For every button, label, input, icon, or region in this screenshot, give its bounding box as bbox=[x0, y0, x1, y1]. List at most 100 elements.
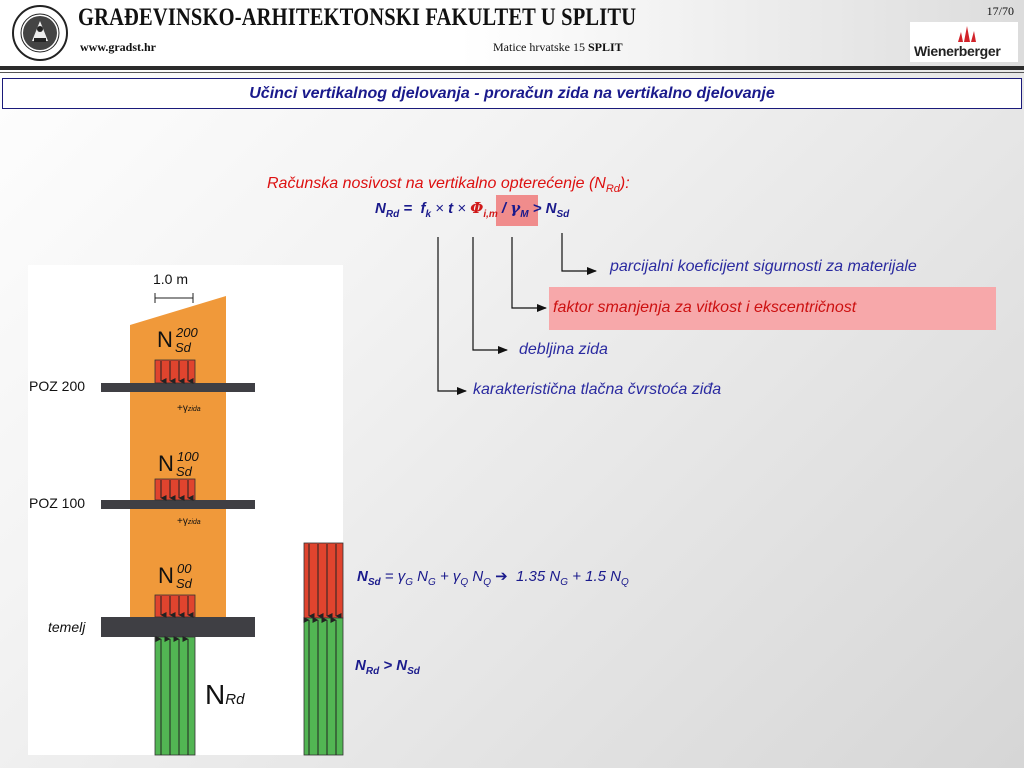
formula-phi: Φ bbox=[470, 199, 484, 217]
formula-caption: Računska nosivost na vertikalno optereće… bbox=[267, 175, 630, 195]
eq2-nrd-n: N bbox=[355, 657, 366, 674]
load-block-00 bbox=[154, 594, 196, 618]
nsd-00-label: N Sd 00 bbox=[158, 561, 192, 591]
slab-poz100 bbox=[101, 500, 255, 509]
load-block-100 bbox=[154, 478, 196, 501]
eq-nq: N bbox=[468, 568, 484, 585]
eq-coef: 1.35 N bbox=[516, 568, 561, 585]
load-equation: NSd = γG NG + γQ NQ ➔ 1.35 NG + 1.5 NQ bbox=[357, 567, 629, 588]
eq-g3: G bbox=[560, 577, 569, 588]
load-block-200 bbox=[154, 359, 196, 384]
formula-im: i,m bbox=[483, 209, 498, 220]
formula-times2: × bbox=[453, 200, 471, 217]
eq-plus2: + 1.5 N bbox=[568, 568, 621, 585]
address-city: SPLIT bbox=[587, 40, 623, 54]
gamma-sub-2: zida bbox=[187, 519, 201, 526]
slab-poz200 bbox=[101, 383, 255, 392]
label-poz100: POZ 100 bbox=[29, 495, 86, 511]
comparison-load-column bbox=[303, 542, 344, 619]
comparison-resistance-column bbox=[303, 617, 344, 756]
caption-sub: Rd bbox=[605, 183, 620, 196]
arrow-thickness bbox=[472, 237, 508, 354]
formula-f: f bbox=[420, 200, 426, 217]
eq-g2: G bbox=[428, 577, 436, 588]
caption-end: ): bbox=[619, 175, 630, 192]
formula-gt: > N bbox=[528, 200, 557, 217]
slide-title-box: Učinci vertikalnog djelovanja - proračun… bbox=[2, 78, 1022, 109]
wienerberger-logo: Wienerberger bbox=[910, 22, 1018, 62]
eq-q3: Q bbox=[620, 577, 629, 588]
nsd-200-n: N bbox=[157, 327, 173, 352]
width-dimension bbox=[154, 293, 194, 303]
gamma-zida-1: +γzida bbox=[177, 403, 201, 414]
slide-title: Učinci vertikalnog djelovanja - proračun… bbox=[249, 85, 775, 102]
condition-equation: NRd > NSd bbox=[355, 657, 420, 677]
eq-q2: Q bbox=[483, 577, 491, 588]
slab-temelj bbox=[101, 617, 255, 637]
page-number: 17/70 bbox=[986, 4, 1014, 18]
eq-ng: N bbox=[413, 568, 429, 585]
formula-gamma: γ bbox=[510, 199, 521, 217]
eq2-nrd-sub: Rd bbox=[365, 666, 380, 677]
university-seal-icon bbox=[12, 5, 68, 61]
gamma-zida-2: +γzida bbox=[177, 516, 201, 527]
logo-text: Wienerberger bbox=[914, 43, 1001, 59]
nsd-200-sup: 200 bbox=[176, 325, 198, 340]
width-label: 1.0 m bbox=[153, 271, 189, 287]
resistance-formula: NRd = fk × t × Φi,m / γM > NSd bbox=[375, 199, 569, 220]
eq2-gt: > N bbox=[379, 657, 408, 674]
wall-body bbox=[130, 296, 226, 618]
nrd-label: NRd bbox=[205, 679, 244, 711]
label-temelj: temelj bbox=[48, 619, 86, 635]
nsd-100-sup: 100 bbox=[177, 449, 199, 464]
arrow-fk bbox=[437, 237, 467, 395]
formula-t: t bbox=[448, 200, 454, 217]
eq-nsd-n: N bbox=[357, 568, 368, 585]
university-url[interactable]: www.gradst.hr bbox=[80, 40, 157, 54]
nsd-200-sub: Sd bbox=[175, 340, 191, 355]
formula-m: M bbox=[520, 209, 529, 220]
gamma-sub-1: zida bbox=[187, 406, 201, 413]
factor-highlight bbox=[549, 287, 996, 330]
explanation-phi: faktor smanjenja za vitkost i ekscentrič… bbox=[553, 299, 857, 316]
eq-part1: = γ bbox=[380, 568, 406, 585]
resistance-block bbox=[154, 636, 196, 756]
arrow-gamma-m bbox=[561, 233, 597, 275]
eq-plus: + γ bbox=[435, 568, 461, 585]
explanation-gamma-m: parcijalni koeficijent sigurnosti za mat… bbox=[610, 258, 917, 275]
phi-highlight bbox=[496, 195, 538, 226]
formula-sd: Sd bbox=[556, 209, 570, 220]
formula-eq: = bbox=[399, 200, 421, 217]
label-poz200: POZ 200 bbox=[29, 378, 86, 394]
caption-main: Računska nosivost na vertikalno optereće… bbox=[267, 175, 606, 192]
eq2-sd: Sd bbox=[407, 666, 420, 677]
nrd-n: N bbox=[205, 679, 226, 710]
nrd-sub: Rd bbox=[225, 691, 245, 708]
logo-mark-icon bbox=[958, 26, 976, 42]
gamma-plus-2: +γ bbox=[177, 516, 188, 527]
eq-arrow-icon: ➔ bbox=[490, 568, 517, 585]
explanation-thickness: debljina zida bbox=[519, 341, 608, 358]
formula-n: N bbox=[375, 200, 386, 217]
university-address: Matice hrvatske 15 SPLIT bbox=[493, 40, 623, 55]
gamma-plus-1: +γ bbox=[177, 403, 188, 414]
address-street: Matice hrvatske 15 bbox=[493, 40, 585, 54]
header-divider-thick bbox=[0, 66, 1024, 70]
header-divider-thin bbox=[0, 72, 1024, 73]
eq-nsd-sub: Sd bbox=[367, 577, 381, 588]
university-name: GRAĐEVINSKO-ARHITEKTONSKI FAKULTET U SPL… bbox=[78, 4, 637, 31]
arrow-phi bbox=[511, 237, 547, 312]
nsd-100-n: N bbox=[158, 451, 174, 476]
explanation-fk: karakteristična tlačna čvrstoća ziđa bbox=[473, 381, 722, 398]
nsd-100-sub: Sd bbox=[176, 464, 192, 479]
formula-rd: Rd bbox=[385, 209, 400, 220]
nsd-00-sup: 00 bbox=[177, 561, 192, 576]
eq-q1: Q bbox=[460, 577, 469, 588]
nsd-100-label: N Sd 100 bbox=[158, 449, 199, 479]
slide-header: GRAĐEVINSKO-ARHITEKTONSKI FAKULTET U SPL… bbox=[0, 0, 1024, 66]
eq-g1: G bbox=[405, 577, 414, 588]
nsd-00-sub: Sd bbox=[176, 576, 192, 591]
formula-times1: × bbox=[431, 200, 449, 217]
